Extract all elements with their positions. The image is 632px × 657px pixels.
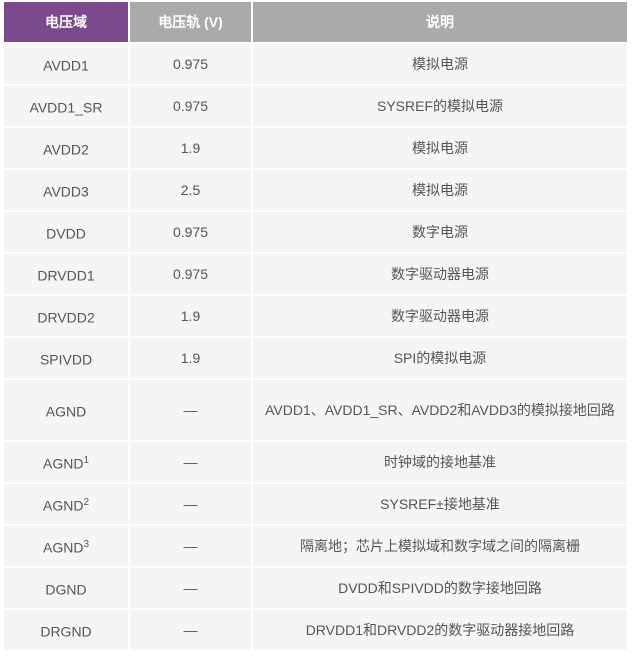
cell-rail: — (130, 484, 251, 524)
cell-domain: DRVDD2 (4, 296, 128, 336)
header-voltage-rail: 电压轨 (V) (130, 2, 251, 42)
cell-domain: AGND2 (4, 484, 128, 524)
cell-rail: — (130, 380, 251, 440)
cell-rail: — (130, 442, 251, 482)
cell-description: AVDD1、AVDD1_SR、AVDD2和AVDD3的模拟接地回路 (253, 380, 627, 440)
header-voltage-domain: 电压域 (4, 2, 128, 42)
cell-domain: DRVDD1 (4, 254, 128, 294)
table-row: AVDD1_SR 0.975 SYSREF的模拟电源 (4, 86, 627, 126)
cell-rail: 0.975 (130, 212, 251, 252)
cell-rail: 1.9 (130, 296, 251, 336)
cell-rail: — (130, 568, 251, 608)
domain-name: AVDD2 (43, 141, 89, 158)
cell-rail: 2.5 (130, 170, 251, 210)
cell-rail: 0.975 (130, 44, 251, 84)
cell-description: 模拟电源 (253, 128, 627, 168)
cell-description: SYSREF±接地基准 (253, 484, 627, 524)
domain-name: DRVDD1 (37, 267, 95, 284)
table-row: AVDD3 2.5 模拟电源 (4, 170, 627, 210)
cell-domain: DVDD (4, 212, 128, 252)
cell-domain: AVDD3 (4, 170, 128, 210)
table-row: DRVDD1 0.975 数字驱动器电源 (4, 254, 627, 294)
cell-rail: 0.975 (130, 86, 251, 126)
table-row: DRGND — DRVDD1和DRVDD2的数字驱动器接地回路 (4, 610, 627, 650)
cell-description: DVDD和SPIVDD的数字接地回路 (253, 568, 627, 608)
domain-name: AVDD1_SR (29, 99, 103, 116)
cell-domain: AVDD1 (4, 44, 128, 84)
cell-description: 数字驱动器电源 (253, 296, 627, 336)
cell-rail: — (130, 610, 251, 650)
domain-name: SPIVDD (39, 351, 93, 368)
domain-name: AGND (45, 403, 87, 420)
domain-name: AVDD3 (43, 183, 89, 200)
cell-domain: DGND (4, 568, 128, 608)
table-row: DVDD 0.975 数字电源 (4, 212, 627, 252)
cell-description: 时钟域的接地基准 (253, 442, 627, 482)
table-row: AVDD2 1.9 模拟电源 (4, 128, 627, 168)
footnote-marker: 2 (83, 496, 89, 508)
domain-name: DVDD (46, 225, 86, 242)
cell-rail: — (130, 526, 251, 566)
cell-domain: AGND (4, 380, 128, 440)
domain-name: DRGND (40, 623, 92, 640)
cell-description: 数字驱动器电源 (253, 254, 627, 294)
table-row: DRVDD2 1.9 数字驱动器电源 (4, 296, 627, 336)
table-row: AGND1— 时钟域的接地基准 (4, 442, 627, 482)
domain-name: DRVDD2 (37, 309, 95, 326)
cell-rail: 0.975 (130, 254, 251, 294)
footnote-marker: 1 (83, 454, 89, 466)
cell-domain: AVDD1_SR (4, 86, 128, 126)
table-row: SPIVDD 1.9 SPI的模拟电源 (4, 338, 627, 378)
cell-domain: DRGND (4, 610, 128, 650)
domain-name: AVDD1 (43, 57, 89, 74)
table-row: DGND — DVDD和SPIVDD的数字接地回路 (4, 568, 627, 608)
header-row: 电压域 电压轨 (V) 说明 (4, 2, 627, 42)
cell-description: DRVDD1和DRVDD2的数字驱动器接地回路 (253, 610, 627, 650)
cell-description: 模拟电源 (253, 170, 627, 210)
cell-domain: SPIVDD (4, 338, 128, 378)
domain-name: AGND (42, 455, 84, 472)
table-row: AGND — AVDD1、AVDD1_SR、AVDD2和AVDD3的模拟接地回路 (4, 380, 627, 440)
cell-domain: AVDD2 (4, 128, 128, 168)
cell-description: 隔离地；芯片上模拟域和数字域之间的隔离栅 (253, 526, 627, 566)
cell-description: SPI的模拟电源 (253, 338, 627, 378)
cell-domain: AGND3 (4, 526, 128, 566)
cell-rail: 1.9 (130, 128, 251, 168)
domain-name: AGND (42, 497, 84, 514)
table-row: AVDD1 0.975 模拟电源 (4, 44, 627, 84)
cell-description: 模拟电源 (253, 44, 627, 84)
cell-domain: AGND1 (4, 442, 128, 482)
table-row: AGND3— 隔离地；芯片上模拟域和数字域之间的隔离栅 (4, 526, 627, 566)
footnote-marker: 3 (83, 538, 89, 550)
header-description: 说明 (253, 2, 627, 42)
domain-name: DGND (45, 581, 87, 598)
cell-description: SYSREF的模拟电源 (253, 86, 627, 126)
cell-description: 数字电源 (253, 212, 627, 252)
domain-name: AGND (42, 539, 84, 556)
table-row: AGND2— SYSREF±接地基准 (4, 484, 627, 524)
cell-rail: 1.9 (130, 338, 251, 378)
